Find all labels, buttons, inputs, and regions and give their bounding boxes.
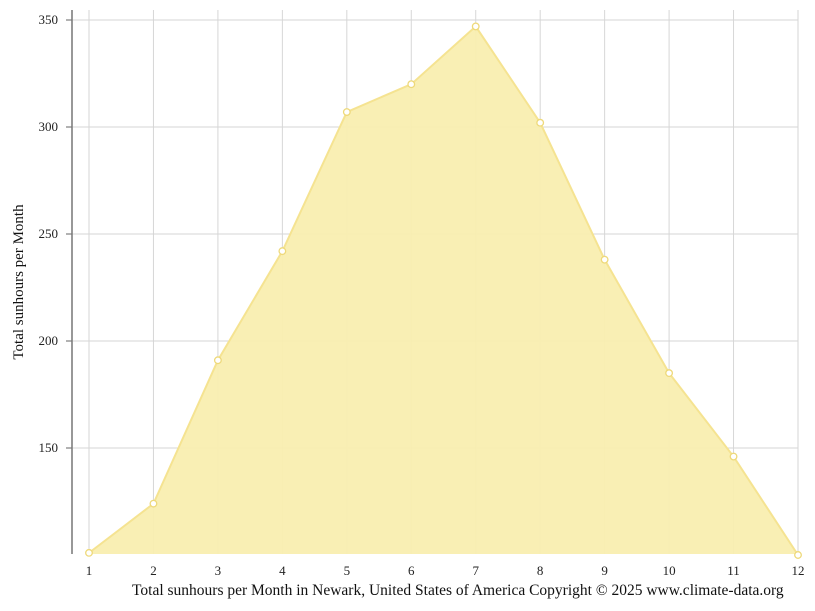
x-axis-ticks: 1 2 3 4 5 6 7 8 9 10 11 12 <box>86 563 805 578</box>
area-line <box>88 24 799 556</box>
data-point <box>729 452 738 461</box>
area-fill <box>89 26 798 556</box>
data-point <box>665 369 674 378</box>
chart-caption: Total sunhours per Month in Newark, Unit… <box>132 582 784 599</box>
data-point <box>471 22 480 31</box>
y-axis-title: Total sunhours per Month <box>11 204 27 360</box>
y-tick-label: 300 <box>39 119 59 134</box>
data-point <box>149 499 158 508</box>
x-tick-label: 2 <box>150 563 157 578</box>
data-point <box>213 356 222 365</box>
x-tick-label: 3 <box>215 563 222 578</box>
y-axis: 150 200 250 300 350 <box>39 10 73 554</box>
x-tick-label: 7 <box>472 563 479 578</box>
x-tick-label: 1 <box>86 563 93 578</box>
x-tick-label: 9 <box>601 563 608 578</box>
x-tick-label: 8 <box>537 563 544 578</box>
x-tick-label: 6 <box>408 563 415 578</box>
data-points <box>85 22 802 559</box>
y-tick-label: 150 <box>39 440 59 455</box>
data-point <box>407 80 416 89</box>
x-tick-label: 11 <box>727 563 740 578</box>
x-tick-label: 4 <box>279 563 286 578</box>
y-tick-label: 200 <box>39 333 59 348</box>
y-tick-label: 350 <box>39 12 59 27</box>
y-tick-label: 250 <box>39 226 59 241</box>
x-tick-label: 10 <box>663 563 676 578</box>
data-point <box>794 551 802 559</box>
data-point <box>85 548 93 557</box>
area-series <box>88 24 799 556</box>
data-point <box>278 247 287 256</box>
data-point <box>342 108 351 116</box>
data-point <box>536 118 545 127</box>
data-point <box>600 255 609 264</box>
x-tick-label: 5 <box>344 563 351 578</box>
x-tick-label: 12 <box>792 563 805 578</box>
